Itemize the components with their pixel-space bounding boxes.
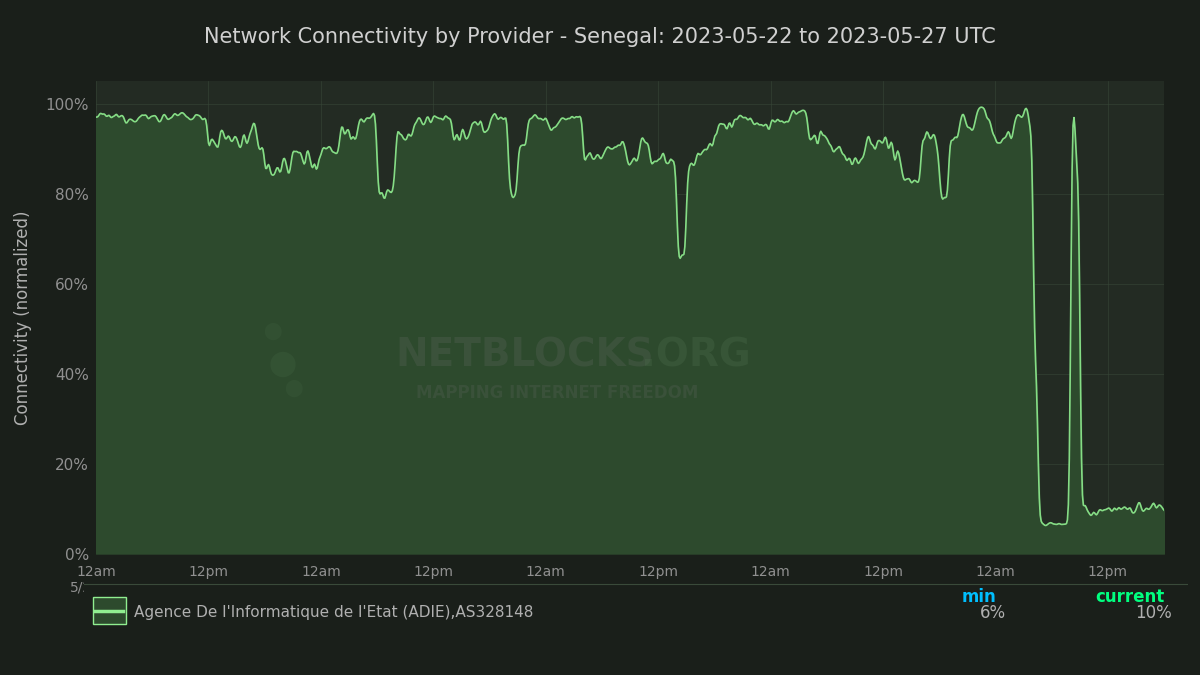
Text: Agence De l'Informatique de l'Etat (ADIE),AS328148: Agence De l'Informatique de l'Etat (ADIE… <box>133 605 533 620</box>
Text: 6%: 6% <box>979 604 1006 622</box>
Text: Network Connectivity by Provider - Senegal: 2023-05-22 to 2023-05-27 UTC: Network Connectivity by Provider - Seneg… <box>204 27 996 47</box>
Text: 10%: 10% <box>1135 604 1171 622</box>
Y-axis label: Connectivity (normalized): Connectivity (normalized) <box>13 210 31 425</box>
Text: ⬤: ⬤ <box>263 323 282 340</box>
FancyBboxPatch shape <box>92 597 126 624</box>
Text: current: current <box>1094 589 1164 606</box>
Text: min: min <box>961 589 996 606</box>
Text: MAPPING INTERNET FREEDOM: MAPPING INTERNET FREEDOM <box>416 384 698 402</box>
Text: ⬤: ⬤ <box>284 379 302 397</box>
Text: NETBLOCKS: NETBLOCKS <box>395 336 654 374</box>
Text: ⬤: ⬤ <box>269 352 296 377</box>
Text: .ORG: .ORG <box>641 336 750 374</box>
